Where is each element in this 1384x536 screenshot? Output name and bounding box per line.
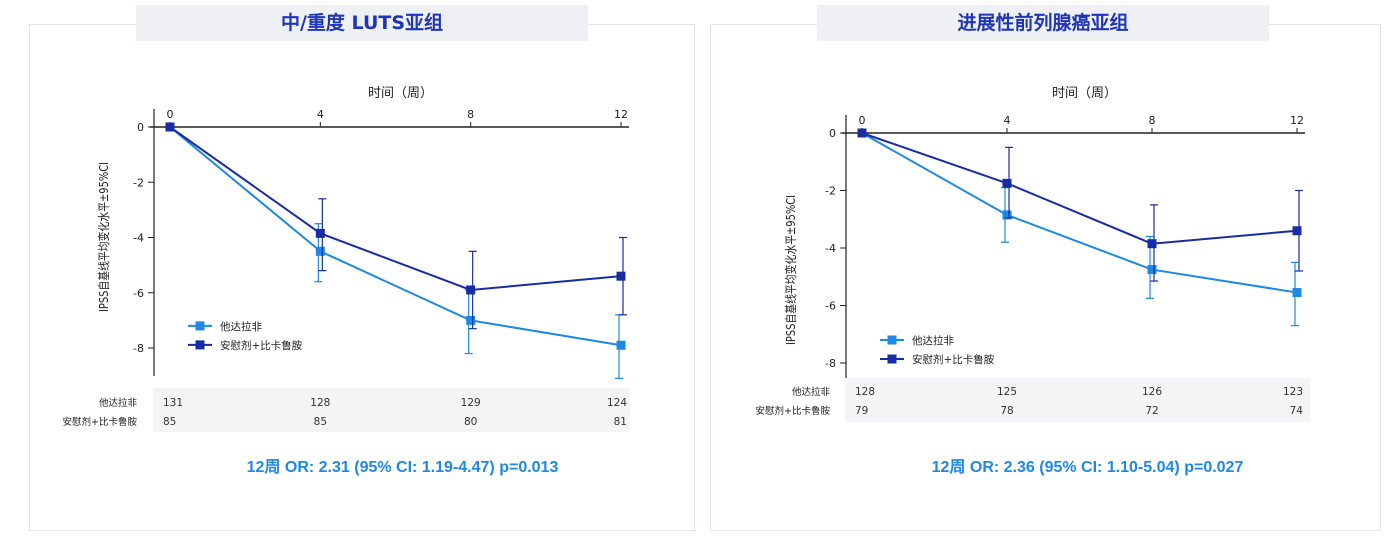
legend-label: 安慰剂+比卡鲁胺 (220, 339, 303, 352)
series-line (169, 126, 622, 292)
data-point (165, 122, 175, 132)
at-risk-value: 85 (314, 416, 327, 428)
at-risk-value: 74 (1290, 405, 1304, 417)
at-risk-value: 126 (1142, 386, 1162, 398)
series-line (861, 132, 1298, 245)
data-point (1002, 178, 1012, 188)
legend-label: 安慰剂+比卡鲁胺 (912, 353, 995, 366)
data-point (1147, 239, 1157, 249)
data-point (1292, 226, 1302, 236)
at-risk-row-label: 安慰剂+比卡鲁胺 (63, 416, 138, 428)
y-tick-label: -6 (133, 287, 144, 300)
data-point (1292, 288, 1302, 298)
data-point (315, 246, 325, 256)
x-tick-label: 4 (1004, 114, 1011, 127)
y-tick-label: -8 (825, 357, 836, 370)
x-tick-label: 12 (1290, 114, 1304, 127)
data-point (1147, 265, 1157, 275)
x-tick-label: 0 (859, 114, 866, 127)
y-axis-title: IPSS自基线平均变化水平±95%CI (96, 162, 111, 312)
data-point (466, 285, 476, 295)
series-line (169, 126, 622, 347)
x-tick-label: 8 (467, 108, 474, 121)
at-risk-value: 123 (1283, 386, 1303, 398)
legend-marker (887, 354, 897, 364)
at-risk-value: 125 (997, 386, 1017, 398)
y-tick-label: -2 (133, 176, 144, 189)
series-line (861, 132, 1298, 294)
at-risk-value: 131 (163, 397, 183, 409)
y-tick-label: -4 (825, 242, 836, 255)
at-risk-value: 124 (607, 397, 627, 409)
left-chart-title: 中/重度 LUTS亚组 (136, 5, 588, 41)
at-risk-value: 128 (310, 397, 330, 409)
y-tick-label: 0 (829, 127, 836, 140)
y-tick-label: -6 (825, 300, 836, 313)
legend-label: 他达拉非 (220, 320, 262, 333)
y-tick-label: -2 (825, 185, 836, 198)
data-point (1002, 210, 1012, 220)
legend-marker (887, 335, 897, 345)
legend-label: 他达拉非 (912, 334, 954, 347)
right-chart-panel (710, 24, 1381, 531)
at-risk-value: 81 (614, 416, 627, 428)
at-risk-value: 85 (163, 416, 176, 428)
at-risk-table (153, 388, 630, 432)
legend-marker (195, 321, 205, 331)
at-risk-value: 129 (461, 397, 481, 409)
x-axis-title: 时间（周） (368, 86, 433, 101)
left-chart-panel (29, 24, 695, 531)
right-chart-stat: 12周 OR: 2.36 (95% CI: 1.10-5.04) p=0.027 (931, 459, 1244, 476)
x-tick-label: 4 (317, 108, 324, 121)
at-risk-value: 72 (1145, 405, 1158, 417)
y-tick-label: 0 (137, 121, 144, 134)
at-risk-table (845, 378, 1310, 422)
legend-marker (195, 340, 205, 350)
right-chart-title: 进展性前列腺癌亚组 (817, 5, 1269, 41)
at-risk-value: 128 (855, 386, 875, 398)
at-risk-row-label: 他达拉非 (792, 386, 831, 398)
data-point (857, 128, 867, 138)
at-risk-value: 80 (464, 416, 477, 428)
y-tick-label: -8 (133, 342, 144, 355)
data-point (466, 315, 476, 325)
left-chart-stat: 12周 OR: 2.31 (95% CI: 1.19-4.47) p=0.013 (246, 459, 559, 476)
y-axis-title: IPSS自基线平均变化水平±95%CI (783, 195, 798, 345)
data-point (315, 228, 325, 238)
at-risk-value: 78 (1000, 405, 1013, 417)
data-point (616, 271, 626, 281)
y-tick-label: -4 (133, 232, 144, 245)
at-risk-row-label: 他达拉非 (99, 397, 138, 409)
at-risk-value: 79 (855, 405, 868, 417)
x-tick-label: 0 (167, 108, 174, 121)
x-tick-label: 8 (1149, 114, 1156, 127)
at-risk-row-label: 安慰剂+比卡鲁胺 (756, 405, 831, 417)
x-axis-title: 时间（周） (1052, 86, 1117, 101)
data-point (616, 340, 626, 350)
x-tick-label: 12 (614, 108, 628, 121)
